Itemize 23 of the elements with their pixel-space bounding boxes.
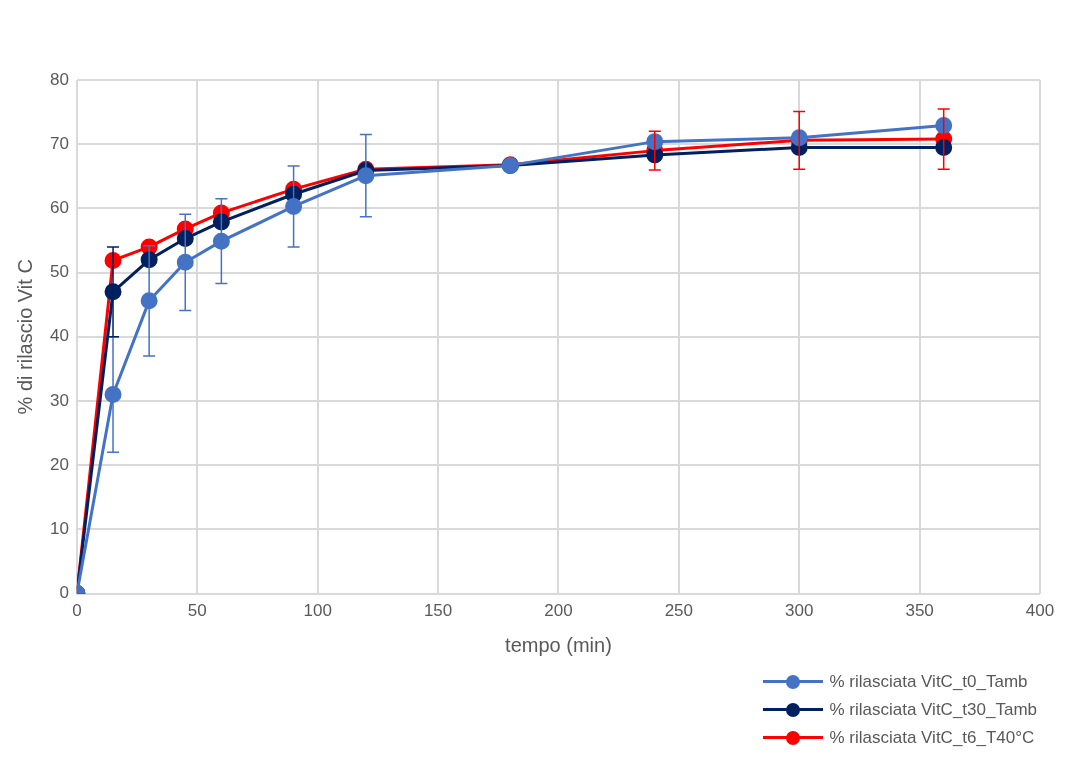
x-axis-title: tempo (min): [505, 633, 612, 656]
x-tick-label: 150: [423, 601, 453, 621]
y-tick-label: 0: [59, 583, 69, 603]
x-tick-label: 50: [187, 601, 207, 621]
y-tick-label: 20: [49, 454, 69, 474]
y-tick-label: 40: [49, 326, 69, 346]
y-axis-title: % di rilascio Vit C: [13, 259, 36, 415]
y-tick-label: 50: [49, 262, 69, 282]
y-tick-label: 70: [49, 133, 69, 153]
x-tick-label: 300: [785, 601, 814, 621]
x-tick-label: 250: [664, 601, 694, 621]
x-tick-label: 0: [72, 601, 82, 621]
y-tick-label: 10: [49, 519, 69, 539]
x-tick-label: 400: [1025, 601, 1055, 621]
y-tick-label: 80: [49, 69, 69, 89]
x-tick-label: 100: [303, 601, 332, 621]
x-tick-label: 350: [905, 601, 934, 621]
x-tick-label: 200: [544, 601, 573, 621]
legend-label: % rilasciata VitC_t0_Tamb: [829, 672, 1028, 692]
y-tick-label: 60: [49, 198, 69, 218]
y-tick-label: 30: [49, 390, 69, 410]
legend-label: % rilasciata VitC_t6_T40°C: [829, 728, 1035, 748]
legend-label: % rilasciata VitC_t30_Tamb: [829, 700, 1037, 720]
